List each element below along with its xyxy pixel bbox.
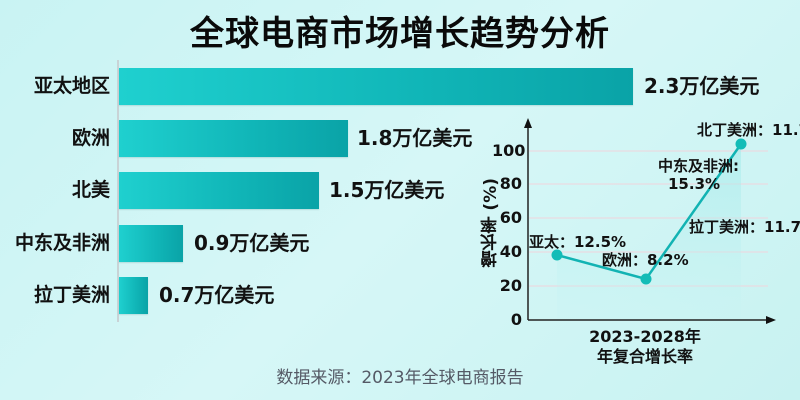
- bar-value: 0.9万亿美元: [194, 231, 310, 255]
- bar-chart-axis: [117, 60, 119, 322]
- point-label-mea-name: 中东及非洲:: [658, 157, 739, 175]
- bar-label: 拉丁美洲: [33, 284, 110, 306]
- bar-value: 0.7万亿美元: [159, 283, 275, 307]
- bar-label: 中东及非洲: [14, 232, 110, 254]
- bar: [119, 277, 148, 314]
- bar-value: 1.8万亿美元: [357, 126, 473, 150]
- point-label-europe: 欧洲：8.2%: [602, 251, 689, 269]
- bar-label: 欧洲: [71, 127, 110, 149]
- y-tick-label: 80: [499, 174, 522, 193]
- y-axis-label: 增长率 (%): [481, 178, 501, 268]
- bar-label: 北美: [71, 179, 110, 201]
- y-tick-label: 100: [492, 141, 526, 160]
- y-tick-label: 40: [499, 242, 522, 261]
- point-label-asia: 亚太：12.5%: [529, 233, 627, 251]
- point-label-top: 北丁美洲：11.7%: [697, 121, 800, 139]
- y-tick-label: 20: [499, 276, 522, 295]
- page-title: 全球电商市场增长趋势分析: [190, 14, 610, 54]
- y-tick-label: 0: [510, 310, 522, 329]
- bar-label: 亚太地区: [33, 75, 110, 97]
- x-axis-label-line2: 年复合增长率: [596, 347, 693, 366]
- y-tick-label: 60: [499, 208, 522, 227]
- bar-value: 2.3万亿美元: [644, 74, 760, 98]
- bar: [119, 120, 348, 157]
- bar: [119, 225, 183, 262]
- point-label-latin-america: 拉丁美洲：11.7%: [689, 218, 800, 236]
- source-note: 数据来源：2023年全球电商报告: [276, 368, 524, 388]
- bar-value: 1.5万亿美元: [329, 178, 445, 202]
- x-axis-label-line1: 2023-2028年: [589, 327, 701, 346]
- bar: [119, 68, 633, 105]
- point-label-mea-value: 15.3%: [668, 175, 721, 193]
- bar: [119, 172, 319, 209]
- x-axis-label: 2023-2028年 年复合增长率: [560, 327, 730, 367]
